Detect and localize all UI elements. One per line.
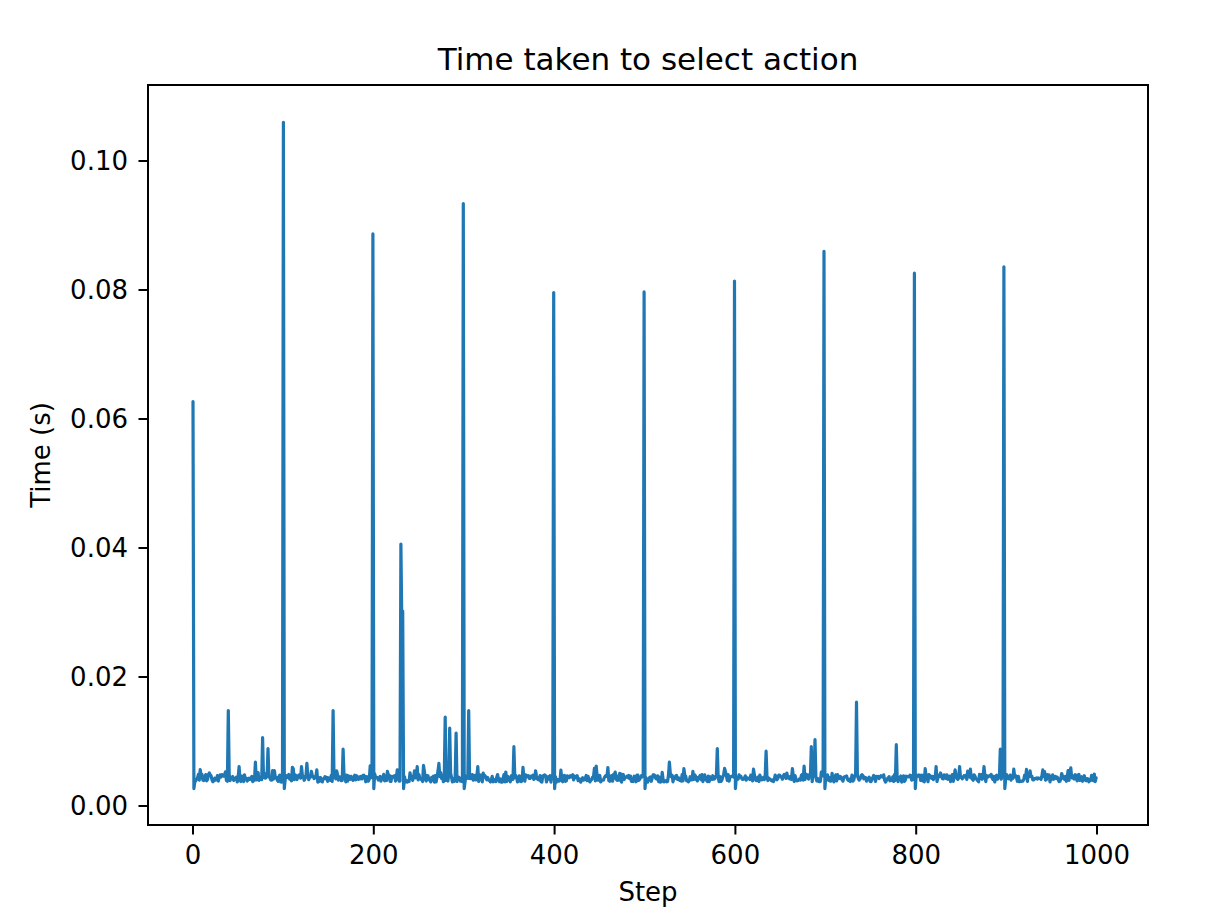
y-tick-label: 0.06 [70,404,128,434]
x-tick-label: 200 [349,840,399,870]
y-tick-label: 0.02 [70,662,128,692]
chart: 0 200 400 600 800 1000 0.00 0.02 0.04 0.… [0,0,1230,924]
y-tick-label: 0.10 [70,146,128,176]
x-tick-label: 400 [530,840,580,870]
x-tick-label: 600 [711,840,761,870]
plot-area-border [148,85,1148,825]
y-tick-label: 0.08 [70,275,128,305]
x-tick-marks [193,825,1097,835]
x-tick-label: 1000 [1064,840,1130,870]
x-tick-label: 800 [891,840,941,870]
x-axis-label: Step [618,877,677,907]
y-tick-marks [139,161,149,806]
y-tick-label: 0.00 [70,791,128,821]
chart-title: Time taken to select action [437,41,859,77]
y-tick-label: 0.04 [70,533,128,563]
y-axis-label: Time (s) [26,402,56,509]
figure: 0 200 400 600 800 1000 0.00 0.02 0.04 0.… [0,0,1230,924]
data-line [193,122,1096,788]
x-tick-label: 0 [185,840,202,870]
